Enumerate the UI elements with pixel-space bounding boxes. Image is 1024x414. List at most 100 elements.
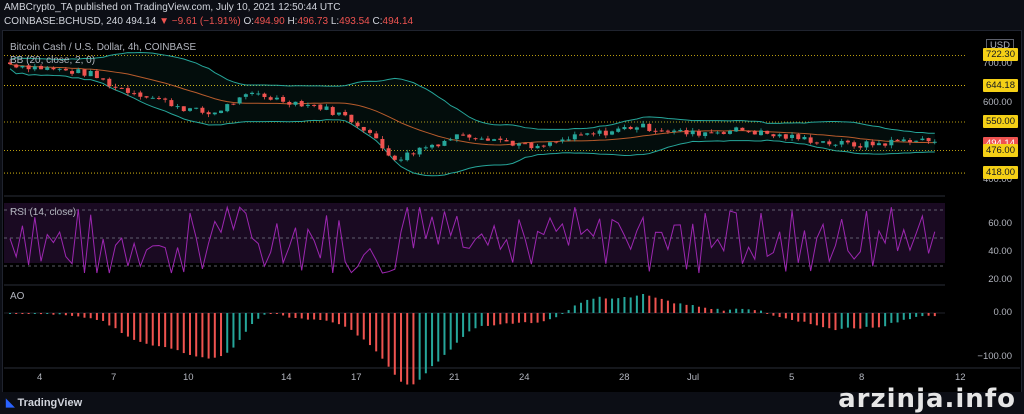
candle-body: [504, 140, 509, 142]
candle-body: [14, 64, 19, 68]
candle-body: [529, 142, 534, 149]
candle-body: [20, 65, 25, 68]
time-axis-label: 21: [449, 372, 460, 383]
candle-body: [243, 94, 248, 97]
ao-bar: [915, 313, 918, 317]
candle-body: [672, 130, 677, 132]
ao-bar: [306, 313, 309, 320]
ao-bar: [431, 313, 434, 367]
ao-bar: [822, 313, 825, 328]
ao-bar: [660, 298, 663, 313]
ao-bar: [114, 313, 117, 329]
ao-bar: [666, 300, 669, 313]
price-pane-title: Bitcoin Cash / U.S. Dollar, 4h, COINBASE: [10, 42, 197, 53]
candle-body: [212, 112, 217, 115]
ao-bar: [443, 313, 446, 355]
candle-body: [845, 140, 850, 143]
high-label: H:: [287, 16, 298, 27]
open-value: 494.90: [254, 16, 285, 27]
candle-body: [305, 104, 310, 106]
ao-bar: [896, 313, 899, 323]
ao-bar: [927, 313, 930, 316]
candle-body: [914, 140, 919, 142]
ao-bar: [269, 313, 272, 314]
candle-body: [734, 127, 739, 132]
ao-bar: [40, 313, 43, 315]
ao-bar: [753, 310, 756, 313]
candle-body: [231, 103, 236, 105]
bollinger-upper-line: [9, 51, 935, 134]
ao-bar: [257, 313, 260, 319]
ao-bar: [263, 313, 266, 315]
ao-bar: [58, 313, 61, 315]
candle-body: [790, 134, 795, 138]
rsi-tick-label: 40.00: [988, 246, 1012, 257]
candle-body: [113, 86, 118, 88]
ao-bar: [480, 313, 483, 326]
candle-body: [132, 93, 137, 95]
ao-bar: [449, 313, 452, 350]
ao-bar: [728, 309, 731, 313]
candle-body: [802, 136, 807, 140]
ao-bar: [319, 313, 322, 320]
ao-bar: [791, 313, 794, 320]
ao-bar: [344, 313, 347, 327]
ao-bar: [387, 313, 390, 367]
ao-bar: [517, 313, 520, 323]
ao-bar: [797, 313, 800, 322]
time-axis-label: 5: [789, 372, 795, 383]
candle-body: [355, 122, 360, 127]
ao-bar: [275, 313, 278, 314]
ao-bar: [52, 313, 55, 315]
candle-body: [293, 101, 298, 105]
high-value: 496.73: [297, 16, 329, 27]
bb-indicator-title: BB (20, close, 2, 0): [10, 55, 96, 66]
ao-bar: [474, 313, 477, 329]
candle-body: [256, 93, 261, 95]
ao-bar: [294, 313, 297, 318]
ao-bar: [437, 313, 440, 362]
candle-body: [318, 104, 323, 110]
time-axis-label: Jul: [687, 372, 700, 383]
candle-body: [70, 71, 75, 74]
candle-body: [740, 127, 745, 131]
candle-body: [808, 137, 813, 143]
ao-bar: [226, 313, 229, 353]
time-axis-label: 28: [619, 372, 630, 383]
candle-body: [206, 112, 211, 115]
price-tick-label: 600.00: [982, 96, 1012, 108]
price-level-badge: 550.00: [982, 115, 1018, 128]
time-axis-label: 12: [955, 372, 966, 383]
candle-body: [703, 132, 708, 137]
candle-body: [920, 138, 925, 141]
ao-bar: [424, 313, 427, 374]
ao-bar: [64, 313, 67, 316]
candle-body: [833, 144, 838, 146]
price-change: −9.61 (−1.91%): [171, 16, 241, 27]
candle-body: [436, 144, 441, 147]
ao-bar: [635, 295, 638, 313]
ao-bar: [691, 305, 694, 313]
ao-bar: [220, 313, 223, 357]
ao-bar: [157, 313, 160, 347]
candle-body: [336, 112, 341, 115]
ao-bar: [331, 313, 334, 323]
candle-body: [405, 152, 410, 161]
ao-bar: [350, 313, 353, 330]
ao-bar: [89, 313, 92, 319]
candle-body: [715, 132, 720, 134]
candle-body: [510, 140, 515, 146]
ao-bar: [784, 313, 787, 319]
candle-body: [541, 145, 546, 147]
ao-bar: [375, 313, 378, 352]
candle-body: [8, 62, 12, 65]
ao-bar: [648, 295, 651, 313]
price-tick-label: 700.00: [982, 58, 1012, 69]
ao-bar: [536, 313, 539, 323]
time-axis-label: 4: [37, 372, 43, 383]
candle-body: [821, 141, 826, 143]
candle-body: [610, 131, 615, 135]
candle-body: [361, 126, 366, 131]
ao-bar: [679, 303, 682, 313]
